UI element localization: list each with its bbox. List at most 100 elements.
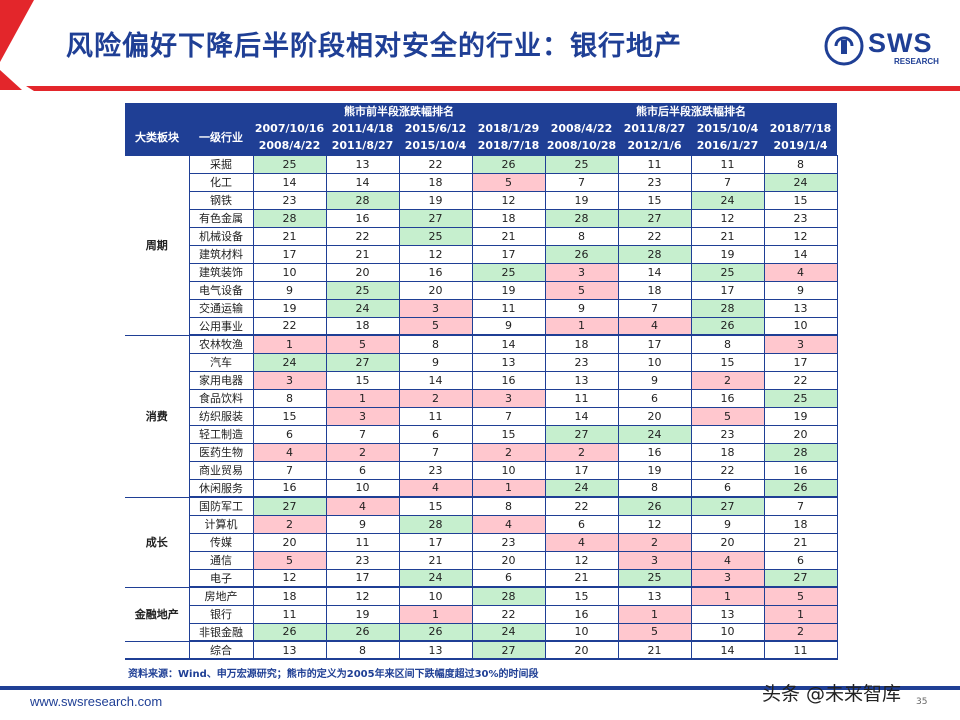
- rank-cell: 18: [325, 316, 400, 336]
- rank-cell: 19: [763, 406, 838, 426]
- rank-cell: 16: [763, 460, 838, 480]
- rank-cell: 28: [325, 190, 400, 210]
- rank-cell: 12: [471, 190, 546, 210]
- rank-cell: 10: [617, 352, 692, 372]
- rank-cell: 23: [763, 208, 838, 228]
- table-row: 汽车 24 27 9 13 23 10 15 17: [125, 352, 838, 372]
- rank-cell: 28: [544, 208, 619, 228]
- table-row: 周期 采掘 25 13 22 26 25 11 11 8: [125, 154, 838, 336]
- table-row: 电气设备 9 25 20 19 5 18 17 9: [125, 280, 838, 300]
- footer-url[interactable]: www.swsresearch.com: [30, 694, 163, 709]
- industry-cell: 建筑材料: [188, 244, 254, 264]
- rank-cell: 11: [398, 406, 473, 426]
- industry-cell: 化工: [188, 172, 254, 192]
- rank-cell: 21: [252, 226, 327, 246]
- rank-cell: 14: [544, 406, 619, 426]
- rank-cell: 2: [398, 388, 473, 408]
- rank-cell: 12: [617, 514, 692, 534]
- rank-cell: 9: [252, 280, 327, 300]
- rank-cell: 26: [690, 316, 765, 336]
- rank-cell: 24: [763, 172, 838, 192]
- rank-cell: 15: [763, 190, 838, 210]
- rank-cell: 22: [690, 460, 765, 480]
- rank-cell: 20: [544, 640, 619, 660]
- rank-cell: 17: [690, 280, 765, 300]
- table-row: 轻工制造 6 7 6 15 27 24 23 20: [125, 424, 838, 444]
- rank-cell: 16: [544, 604, 619, 624]
- rank-cell: 18: [617, 280, 692, 300]
- rank-cell: 6: [617, 388, 692, 408]
- rank-cell: 14: [617, 262, 692, 282]
- table-row: 商业贸易 7 6 23 10 17 19 22 16: [125, 460, 838, 480]
- period-end-header: 2018/7/18: [472, 137, 545, 155]
- rank-cell: 16: [398, 262, 473, 282]
- industry-cell: 公用事业: [188, 316, 254, 336]
- footer-rule: [0, 686, 960, 690]
- rank-cell: 17: [544, 460, 619, 480]
- header-category: 大类板块: [125, 119, 189, 155]
- rank-cell: 24: [471, 622, 546, 642]
- rank-cell: 7: [325, 424, 400, 444]
- rank-cell: 6: [763, 550, 838, 570]
- rank-cell: 15: [690, 352, 765, 372]
- rank-cell: 18: [398, 172, 473, 192]
- rank-cell: 24: [690, 190, 765, 210]
- rank-cell: 21: [471, 226, 546, 246]
- table-row: 建筑装饰 10 20 16 25 3 14 25 4: [125, 262, 838, 282]
- industry-cell: 农林牧渔: [188, 334, 254, 354]
- industry-cell: 电气设备: [188, 280, 254, 300]
- rank-cell: 8: [617, 478, 692, 498]
- category-cell: 周期: [125, 154, 190, 336]
- table-row: 公用事业 22 18 5 9 1 4 26 10: [125, 316, 838, 336]
- rank-cell: 9: [544, 298, 619, 318]
- rank-cell: 16: [325, 208, 400, 228]
- rank-cell: 14: [763, 244, 838, 264]
- rank-cell: 25: [252, 154, 327, 174]
- table-row: 休闲服务 16 10 4 1 24 8 6 26: [125, 478, 838, 498]
- rank-cell: 22: [252, 316, 327, 336]
- rank-cell: 13: [325, 154, 400, 174]
- rank-cell: 13: [544, 370, 619, 390]
- industry-cell: 钢铁: [188, 190, 254, 210]
- rank-cell: 6: [398, 424, 473, 444]
- rank-cell: 13: [690, 604, 765, 624]
- rank-cell: 13: [252, 640, 327, 660]
- rank-cell: 24: [325, 298, 400, 318]
- rank-cell: 28: [617, 244, 692, 264]
- period-start-header: 2007/10/16: [253, 119, 326, 137]
- header-blank: [125, 103, 189, 119]
- table-row: 消费 农林牧渔 1 5 8 14 18 17 8 3: [125, 334, 838, 498]
- rank-cell: 15: [325, 370, 400, 390]
- rank-cell: 18: [690, 442, 765, 462]
- rank-cell: 6: [325, 460, 400, 480]
- rank-cell: 16: [617, 442, 692, 462]
- sws-logo-icon: [824, 26, 864, 66]
- rank-cell: 20: [690, 532, 765, 552]
- rank-cell: 1: [763, 604, 838, 624]
- rank-cell: 17: [252, 244, 327, 264]
- rank-cell: 19: [544, 190, 619, 210]
- industry-cell: 计算机: [188, 514, 254, 534]
- rank-cell: 3: [471, 388, 546, 408]
- rank-cell: 4: [252, 442, 327, 462]
- rank-cell: 2: [471, 442, 546, 462]
- rank-cell: 9: [690, 514, 765, 534]
- rank-cell: 7: [398, 442, 473, 462]
- rank-cell: 11: [544, 388, 619, 408]
- rank-cell: 7: [252, 460, 327, 480]
- rank-cell: 28: [763, 442, 838, 462]
- rank-cell: 22: [325, 226, 400, 246]
- period-start-header: 2008/4/22: [545, 119, 618, 137]
- rank-cell: 5: [325, 334, 400, 354]
- rank-cell: 12: [252, 568, 327, 588]
- rank-cell: 23: [252, 190, 327, 210]
- rank-cell: 18: [544, 334, 619, 354]
- table-row: 金融地产 房地产 18 12 10 28 15 13 1 5: [125, 586, 838, 642]
- rank-cell: 3: [325, 406, 400, 426]
- table-row: 纺织服装 15 3 11 7 14 20 5 19: [125, 406, 838, 426]
- table-row: 有色金属 28 16 27 18 28 27 12 23: [125, 208, 838, 228]
- rank-cell: 21: [398, 550, 473, 570]
- rank-cell: 1: [471, 478, 546, 498]
- rank-cell: 5: [617, 622, 692, 642]
- industry-cell: 轻工制造: [188, 424, 254, 444]
